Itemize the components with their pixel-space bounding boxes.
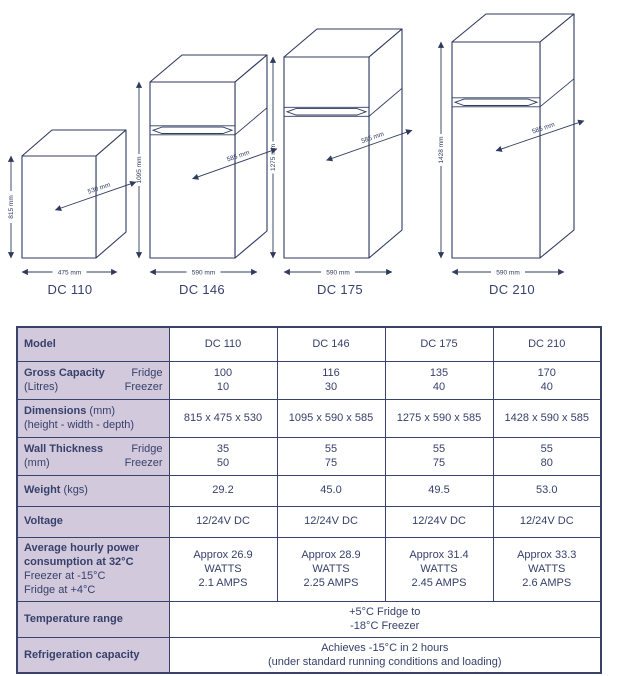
fridge-figure-dc210: 1428 mm 590 mm 585 mm DC 210 (436, 8, 588, 297)
wall-thickness-cell: 55 75 (384, 436, 494, 476)
fridge-front-face (21, 155, 97, 259)
refrigeration-capacity-cell: Achieves -15°C in 2 hours (under standar… (168, 636, 602, 674)
fridge-drawing-dc146: 1095 mm 590 mm 585 mm (135, 8, 278, 280)
fridge-drawing-dc210: 1428 mm 590 mm 585 mm (436, 8, 588, 280)
freezer-door-handle (453, 98, 539, 106)
row-wall-thickness: Wall Thickness (mm) Fridge Freezer 35 50 5… (16, 436, 602, 476)
figure-model-label: DC 175 (317, 282, 363, 297)
spec-table: Model DC 110 DC 146 DC 175 DC 210 Gross … (16, 326, 602, 675)
voltage-cell: 12/24V DC (492, 505, 602, 538)
row-label-power-consumption: Average hourly power consumption at 32°C… (16, 536, 170, 602)
fridge-figure-dc110: 815 mm 475 mm 530 mm DC 110 (4, 8, 137, 297)
fridge-drawing-dc110: 815 mm 475 mm 530 mm (4, 8, 137, 280)
row-model: Model DC 110 DC 146 DC 175 DC 210 (16, 326, 602, 362)
dimensions-cell: 1095 x 590 x 585 (276, 398, 386, 438)
gross-capacity-cell: 116 30 (276, 360, 386, 400)
temperature-range-cell: +5°C Fridge to -18°C Freezer (168, 600, 602, 638)
dimensions-cell: 1275 x 590 x 585 (384, 398, 494, 438)
dimensions-cell: 815 x 475 x 530 (168, 398, 278, 438)
fridge-front-face (283, 56, 370, 259)
weight-cell: 45.0 (276, 474, 386, 507)
row-temperature-range: Temperature range +5°C Fridge to -18°C F… (16, 600, 602, 638)
gross-capacity-cell: 135 40 (384, 360, 494, 400)
row-gross-capacity: Gross Capacity (Litres) Fridge Freezer 100… (16, 360, 602, 400)
row-label-model: Model (16, 326, 170, 362)
figure-model-label: DC 210 (489, 282, 535, 297)
weight-cell: 29.2 (168, 474, 278, 507)
width-dimension-label: 475 mm (58, 269, 81, 276)
row-power-consumption: Average hourly power consumption at 32°C… (16, 536, 602, 602)
figure-model-label: DC 146 (179, 282, 225, 297)
figure-model-label: DC 110 (47, 282, 93, 297)
width-dimension-label: 590 mm (326, 269, 349, 276)
row-voltage: Voltage 12/24V DC 12/24V DC 12/24V DC 12… (16, 505, 602, 538)
width-dimension-label: 590 mm (496, 269, 519, 276)
row-weight: Weight (kgs) 29.2 45.0 49.5 53.0 (16, 474, 602, 507)
row-refrigeration-capacity: Refrigeration capacity Achieves -15°C in… (16, 636, 602, 674)
row-label-temperature-range: Temperature range (16, 600, 170, 638)
model-cell: DC 110 (168, 326, 278, 362)
height-dimension-label: 815 mm (8, 195, 15, 218)
fridge-drawing-dc175: 1275 mm 590 mm 585 mm (269, 8, 413, 280)
voltage-cell: 12/24V DC (384, 505, 494, 538)
row-dimensions: Dimensions (mm) (height - width - depth)… (16, 398, 602, 438)
model-cell: DC 210 (492, 326, 602, 362)
fridge-front-face (149, 81, 236, 259)
row-label-refrigeration-capacity: Refrigeration capacity (16, 636, 170, 674)
height-dimension-label: 1095 mm (136, 156, 143, 183)
fridge-figure-dc175: 1275 mm 590 mm 585 mm DC 175 (269, 8, 413, 297)
row-label-wall-thickness: Wall Thickness (mm) Fridge Freezer (16, 436, 170, 476)
product-drawings: 815 mm 475 mm 530 mm DC 110 1095 mm 590 mm 5… (0, 0, 619, 316)
weight-cell: 53.0 (492, 474, 602, 507)
fridge-front-face (451, 41, 541, 259)
fridge-side-face (539, 13, 575, 259)
power-cell: Approx 31.4 WATTS 2.45 AMPS (384, 536, 494, 602)
voltage-cell: 12/24V DC (168, 505, 278, 538)
height-dimension-label: 1275 mm (270, 144, 277, 171)
row-label-gross-capacity: Gross Capacity (Litres) Fridge Freezer (16, 360, 170, 400)
height-dimension-label: 1428 mm (438, 136, 445, 163)
wall-thickness-cell: 55 75 (276, 436, 386, 476)
power-cell: Approx 28.9 WATTS 2.25 AMPS (276, 536, 386, 602)
weight-cell: 49.5 (384, 474, 494, 507)
freezer-door-handle (285, 108, 368, 116)
model-cell: DC 146 (276, 326, 386, 362)
wall-thickness-cell: 55 80 (492, 436, 602, 476)
width-dimension-label: 590 mm (192, 269, 215, 276)
wall-thickness-cell: 35 50 (168, 436, 278, 476)
row-label-voltage: Voltage (16, 505, 170, 538)
power-cell: Approx 33.3 WATTS 2.6 AMPS (492, 536, 602, 602)
row-label-weight: Weight (kgs) (16, 474, 170, 507)
voltage-cell: 12/24V DC (276, 505, 386, 538)
fridge-figure-dc146: 1095 mm 590 mm 585 mm DC 146 (135, 8, 278, 297)
model-cell: DC 175 (384, 326, 494, 362)
gross-capacity-cell: 170 40 (492, 360, 602, 400)
dimensions-cell: 1428 x 590 x 585 (492, 398, 602, 438)
row-label-dimensions: Dimensions (mm) (height - width - depth) (16, 398, 170, 438)
gross-capacity-cell: 100 10 (168, 360, 278, 400)
power-cell: Approx 26.9 WATTS 2.1 AMPS (168, 536, 278, 602)
freezer-door-handle (151, 126, 234, 134)
